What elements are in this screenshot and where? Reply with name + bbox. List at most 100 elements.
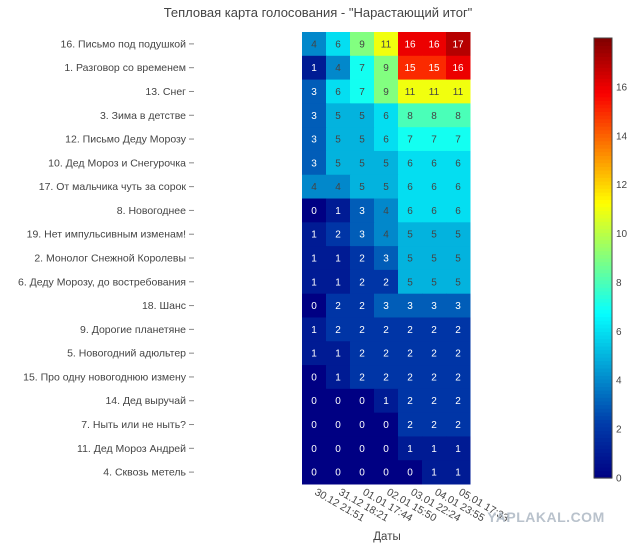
colorbar-gradient-step bbox=[594, 247, 612, 252]
y-tick-label: 17. От мальчика чуть за сорок bbox=[39, 181, 187, 193]
heatmap-cell bbox=[374, 460, 399, 485]
cell-value-label: 6 bbox=[407, 182, 413, 193]
heatmap-cell bbox=[374, 246, 399, 271]
cell-value-label: 5 bbox=[335, 158, 341, 169]
cell-value-label: 6 bbox=[407, 206, 413, 217]
heatmap-cell bbox=[350, 246, 375, 271]
cell-value-label: 2 bbox=[359, 254, 365, 265]
heatmap-cell bbox=[446, 341, 471, 366]
heatmap-cell bbox=[446, 317, 471, 342]
cell-value-label: 2 bbox=[407, 372, 413, 383]
colorbar-gradient-step bbox=[594, 320, 612, 325]
heatmap-cell bbox=[374, 32, 399, 57]
heatmap-cell bbox=[446, 388, 471, 414]
colorbar-gradient-step bbox=[594, 327, 612, 332]
cell-value-label: 5 bbox=[335, 111, 341, 122]
heatmap-cell bbox=[398, 293, 423, 318]
colorbar-tick-label: 0 bbox=[616, 474, 622, 485]
heatmap-cell bbox=[422, 198, 447, 223]
cell-value-label: 1 bbox=[311, 277, 317, 288]
cell-value-label: 5 bbox=[359, 111, 365, 122]
heatmap-cell bbox=[350, 150, 375, 176]
heatmap-cell bbox=[398, 222, 423, 247]
colorbar-gradient-step bbox=[594, 324, 612, 329]
colorbar-gradient-step bbox=[594, 357, 612, 362]
heatmap-cell bbox=[374, 222, 399, 247]
colorbar-gradient-step bbox=[594, 287, 612, 292]
colorbar-gradient-step bbox=[594, 474, 612, 479]
y-tick-label: 19. Нет импульсивным изменам! bbox=[27, 229, 186, 241]
cell-value-label: 5 bbox=[335, 135, 341, 146]
colorbar-gradient-step bbox=[594, 445, 612, 450]
heatmap-cell bbox=[326, 436, 351, 461]
colorbar-gradient-step bbox=[594, 426, 612, 431]
y-axis-labels: 16. Письмо под подушкой 1. Разговор со вр… bbox=[18, 38, 194, 479]
cell-value-label: 4 bbox=[335, 63, 341, 74]
colorbar-gradient-step bbox=[594, 210, 612, 215]
cell-value-label: 3 bbox=[383, 301, 389, 312]
cell-value-label: 6 bbox=[455, 182, 461, 193]
heatmap-cell bbox=[350, 293, 375, 318]
colorbar-gradient-step bbox=[594, 38, 612, 43]
cell-value-label: 5 bbox=[407, 230, 413, 241]
heatmap-cell bbox=[422, 460, 447, 485]
cell-value-label: 3 bbox=[407, 301, 413, 312]
colorbar-gradient-step bbox=[594, 331, 612, 336]
heatmap-cell bbox=[350, 317, 375, 342]
colorbar-gradient-step bbox=[594, 364, 612, 369]
y-tick-label: 8. Новогоднее bbox=[117, 205, 186, 217]
heatmap-cell bbox=[302, 365, 327, 390]
heatmap-cell bbox=[374, 103, 399, 128]
cell-value-label: 5 bbox=[359, 182, 365, 193]
heatmap-cell bbox=[374, 341, 399, 366]
cell-value-label: 4 bbox=[311, 39, 317, 50]
colorbar-gradient-step bbox=[594, 371, 612, 376]
heatmap-cell bbox=[422, 32, 447, 57]
cell-value-label: 11 bbox=[405, 87, 416, 98]
heatmap-cell bbox=[398, 32, 423, 57]
heatmap-cell bbox=[302, 246, 327, 271]
colorbar-gradient-step bbox=[594, 225, 612, 230]
heatmap-cell bbox=[350, 32, 375, 57]
cell-value-label: 2 bbox=[431, 372, 437, 383]
cell-value-label: 2 bbox=[335, 230, 341, 241]
heatmap-cell bbox=[422, 79, 447, 104]
heatmap-cell bbox=[422, 388, 447, 414]
cell-value-label: 0 bbox=[311, 206, 317, 217]
cell-value-label: 8 bbox=[407, 111, 413, 122]
colorbar-gradient-step bbox=[594, 217, 612, 222]
colorbar-tick-label: 16 bbox=[616, 82, 628, 93]
colorbar-gradient-step bbox=[594, 342, 612, 347]
cell-value-label: 5 bbox=[383, 182, 389, 193]
heatmap-cell bbox=[422, 365, 447, 390]
y-tick-label: 18. Шанс bbox=[142, 300, 186, 312]
colorbar-gradient-step bbox=[594, 239, 612, 244]
colorbar-gradient-step bbox=[594, 107, 612, 112]
heatmap-cell bbox=[326, 341, 351, 366]
heatmap-cell bbox=[398, 55, 423, 81]
cell-value-label: 0 bbox=[335, 396, 341, 407]
colorbar-gradient-step bbox=[594, 67, 612, 72]
cell-value-label: 1 bbox=[311, 230, 317, 241]
heatmap-cell bbox=[374, 269, 399, 295]
cell-value-label: 1 bbox=[431, 468, 437, 479]
colorbar-gradient-step bbox=[594, 60, 612, 65]
cell-value-label: 0 bbox=[407, 468, 413, 479]
heatmap-cell bbox=[422, 246, 447, 271]
heatmap-cell bbox=[326, 388, 351, 414]
heatmap-cell bbox=[422, 341, 447, 366]
heatmap-cell bbox=[302, 55, 327, 81]
heatmap-cell bbox=[350, 412, 375, 437]
colorbar-gradient-step bbox=[594, 423, 612, 428]
cell-value-label: 1 bbox=[335, 349, 341, 360]
heatmap-cell bbox=[302, 460, 327, 485]
heatmap-cell bbox=[422, 55, 447, 81]
heatmap-cell bbox=[350, 222, 375, 247]
heatmap-cell bbox=[326, 32, 351, 57]
colorbar-gradient-step bbox=[594, 305, 612, 310]
cell-value-label: 1 bbox=[311, 325, 317, 336]
cell-value-label: 3 bbox=[311, 135, 317, 146]
colorbar-tick-label: 12 bbox=[616, 180, 628, 191]
